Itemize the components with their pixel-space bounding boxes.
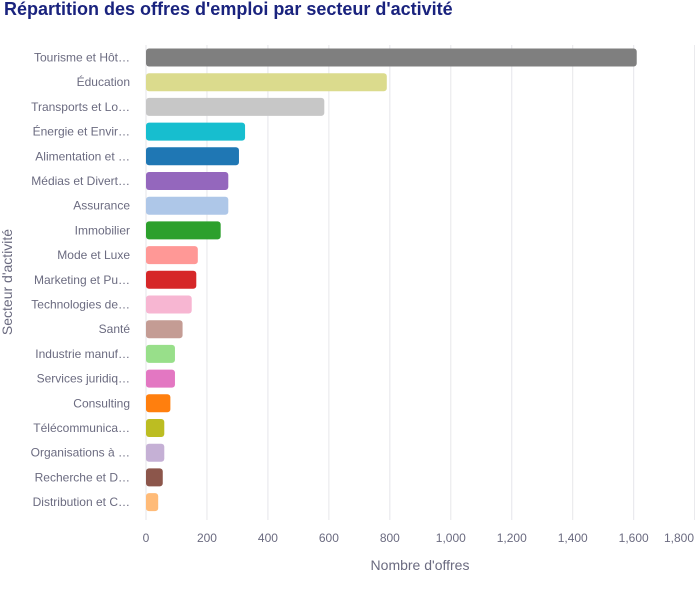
x-tick-label: 800: [380, 531, 400, 545]
category-label: Industrie manuf…: [35, 347, 130, 361]
bar: [146, 48, 637, 67]
category-label: Tourisme et Hôt…: [34, 51, 130, 65]
category-label: Médias et Divert…: [31, 174, 130, 188]
category-label: Mode et Luxe: [57, 248, 130, 262]
category-label: Services juridiq…: [37, 372, 130, 386]
category-label: Organisations à …: [31, 446, 130, 460]
bar: [146, 172, 229, 190]
bar: [146, 419, 165, 437]
x-tick-label: 1,400: [558, 531, 588, 545]
category-label: Recherche et D…: [35, 470, 130, 484]
bar: [146, 246, 198, 265]
bar: [146, 221, 221, 240]
category-label: Alimentation et …: [35, 149, 130, 163]
category-label: Transports et Lo…: [31, 100, 130, 114]
bar: [146, 493, 159, 512]
y-axis-title: Secteur d'activité: [0, 229, 15, 335]
category-label: Consulting: [73, 396, 130, 410]
bar: [146, 443, 165, 462]
x-tick-label: 1,000: [436, 531, 466, 545]
x-tick-labels: 0 200 400 600 800 1,000 1,200 1,400 1,600 1,800: [143, 531, 695, 545]
bar: [146, 73, 387, 92]
grid-lines: [145, 45, 695, 520]
category-labels: Tourisme et Hôt… Éducation Transports et L…: [31, 51, 131, 510]
bar: [146, 394, 171, 413]
bar: [146, 97, 325, 116]
x-axis-title: Nombre d'offres: [371, 557, 470, 573]
category-label: Assurance: [73, 199, 130, 213]
bar: [146, 147, 239, 166]
category-label: Santé: [99, 322, 131, 336]
category-label: Énergie et Envir…: [33, 124, 130, 139]
x-tick-label: 1,200: [497, 531, 527, 545]
bar: [146, 369, 175, 388]
x-tick-label: 1,800: [664, 531, 694, 545]
x-tick-label: 400: [258, 531, 278, 545]
bar: [146, 344, 175, 363]
x-tick-label: 600: [319, 531, 339, 545]
bar: [146, 295, 192, 314]
x-tick-label: 0: [143, 531, 150, 545]
bar: [146, 468, 163, 487]
bars: [146, 48, 637, 512]
category-label: Télécommunica…: [33, 421, 130, 435]
category-label: Éducation: [77, 74, 130, 89]
category-label: Distribution et C…: [33, 495, 130, 509]
x-tick-label: 1,600: [619, 531, 649, 545]
bar: [146, 196, 229, 215]
bar: [146, 270, 197, 289]
bar: [146, 122, 246, 141]
category-label: Marketing et Pu…: [34, 273, 130, 287]
category-label: Technologies de…: [31, 298, 130, 312]
chart-title: Répartition des offres d'emploi par sect…: [4, 0, 453, 19]
x-tick-label: 200: [197, 531, 217, 545]
bar: [146, 320, 183, 339]
category-label: Immobilier: [75, 223, 130, 237]
